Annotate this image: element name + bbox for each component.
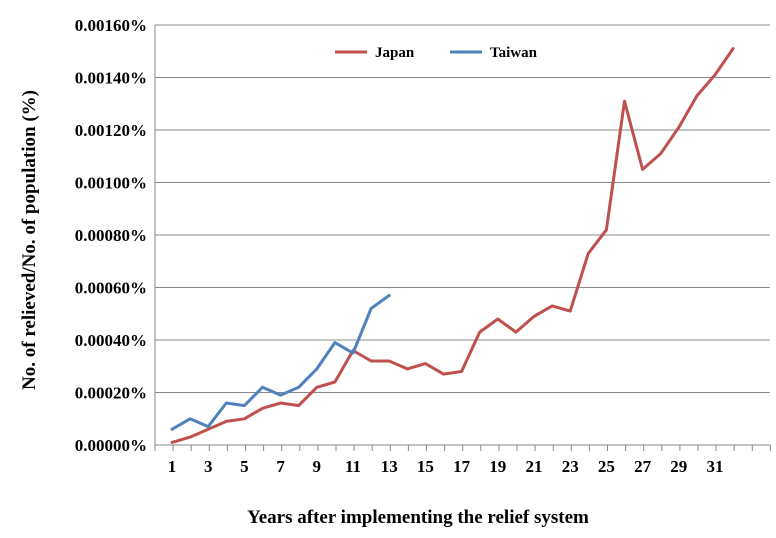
y-tick-labels: 0.00000% 0.00020% 0.00040% 0.00060% 0.00080%… bbox=[75, 16, 147, 455]
x-tick-label: 23 bbox=[562, 457, 579, 476]
x-tick-label: 9 bbox=[313, 457, 322, 476]
y-tick-label: 0.00100% bbox=[75, 174, 147, 193]
y-tick-label: 0.00160% bbox=[75, 16, 147, 35]
y-tick-label: 0.00020% bbox=[75, 384, 147, 403]
x-tick-label: 27 bbox=[634, 457, 652, 476]
series-lines bbox=[170, 47, 735, 444]
x-tick-label: 25 bbox=[598, 457, 615, 476]
legend-label-taiwan: Taiwan bbox=[490, 45, 538, 61]
x-tick-label: 19 bbox=[489, 457, 506, 476]
series-line-taiwan bbox=[170, 293, 391, 431]
y-axis-label: No. of relieved/No. of population (%) bbox=[19, 90, 40, 390]
x-tick-label: 31 bbox=[707, 457, 724, 476]
x-tick-label: 11 bbox=[345, 457, 361, 476]
y-tick-label: 0.00080% bbox=[75, 226, 147, 245]
x-tick-label: 21 bbox=[526, 457, 543, 476]
x-tick-labels: 1 3 5 7 9 11 13 15 17 19 21 23 25 27 29 31 bbox=[168, 457, 724, 476]
y-tick-label: 0.00140% bbox=[75, 69, 147, 88]
axes bbox=[154, 25, 771, 451]
legend: Japan Taiwan bbox=[335, 45, 538, 61]
gridlines bbox=[155, 24, 770, 393]
x-tick-label: 17 bbox=[453, 457, 471, 476]
x-axis-label: Years after implementing the relief syst… bbox=[247, 507, 589, 528]
x-tick-label: 15 bbox=[417, 457, 434, 476]
x-tick-label: 13 bbox=[381, 457, 398, 476]
x-tick-label: 7 bbox=[276, 457, 285, 476]
legend-label-japan: Japan bbox=[375, 45, 415, 61]
y-tick-label: 0.00060% bbox=[75, 279, 147, 298]
x-tick-label: 1 bbox=[168, 457, 177, 476]
x-tick-label: 3 bbox=[204, 457, 213, 476]
series-line-japan bbox=[170, 47, 735, 444]
x-tick-label: 5 bbox=[240, 457, 249, 476]
y-tick-label: 0.00120% bbox=[75, 121, 147, 140]
x-tick-label: 29 bbox=[670, 457, 687, 476]
y-tick-label: 0.00040% bbox=[75, 331, 147, 350]
y-tick-label: 0.00000% bbox=[75, 436, 147, 455]
